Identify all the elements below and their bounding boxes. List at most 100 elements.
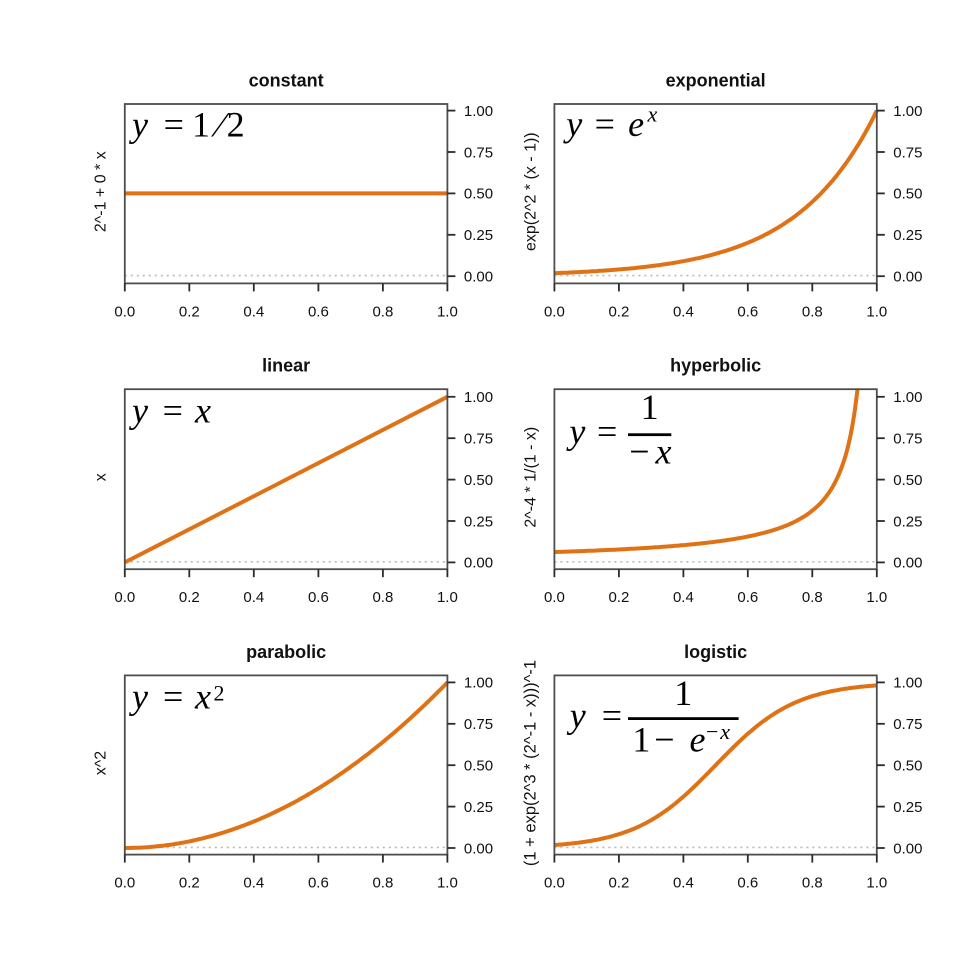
- svg-text:0.8: 0.8: [802, 589, 823, 606]
- svg-text:0.2: 0.2: [608, 875, 629, 892]
- svg-text:0.6: 0.6: [308, 875, 329, 892]
- svg-text:constant: constant: [249, 71, 324, 91]
- svg-text:0.25: 0.25: [893, 799, 922, 816]
- svg-text:1.0: 1.0: [866, 303, 887, 320]
- svg-text:0.4: 0.4: [673, 303, 694, 320]
- svg-text:x^2: x^2: [92, 751, 109, 776]
- svg-text:1.00: 1.00: [464, 389, 493, 406]
- svg-text:=: =: [163, 391, 183, 431]
- svg-text:0.6: 0.6: [308, 303, 329, 320]
- svg-text:hyperbolic: hyperbolic: [670, 356, 761, 376]
- svg-text:0.0: 0.0: [114, 875, 135, 892]
- svg-text:1.0: 1.0: [437, 589, 458, 606]
- svg-text:0.25: 0.25: [464, 513, 493, 530]
- svg-text:0.0: 0.0: [114, 303, 135, 320]
- svg-text:0.0: 0.0: [544, 589, 565, 606]
- svg-text:1.00: 1.00: [464, 675, 493, 692]
- svg-text:y: y: [563, 104, 582, 144]
- svg-text:0.8: 0.8: [372, 303, 393, 320]
- svg-text:1: 1: [632, 720, 650, 760]
- svg-text:0.00: 0.00: [464, 840, 493, 857]
- svg-text:0.50: 0.50: [893, 758, 922, 775]
- svg-text:=: =: [164, 105, 184, 145]
- svg-text:y: y: [567, 696, 586, 736]
- svg-text:x: x: [92, 473, 109, 481]
- svg-text:1.0: 1.0: [437, 875, 458, 892]
- svg-text:0.4: 0.4: [243, 589, 264, 606]
- svg-text:0.00: 0.00: [893, 840, 922, 857]
- svg-text:0.50: 0.50: [464, 472, 493, 489]
- svg-text:0.6: 0.6: [308, 589, 329, 606]
- svg-text:y: y: [129, 391, 148, 431]
- svg-text:0.4: 0.4: [243, 303, 264, 320]
- svg-text:0.6: 0.6: [737, 589, 758, 606]
- svg-text:logistic: logistic: [684, 642, 747, 662]
- svg-text:1: 1: [674, 673, 692, 713]
- svg-text:1.00: 1.00: [893, 675, 922, 692]
- svg-text:0.0: 0.0: [544, 303, 565, 320]
- svg-text:e: e: [628, 104, 644, 144]
- svg-text:=: =: [597, 411, 617, 451]
- svg-text:=: =: [595, 104, 615, 144]
- svg-text:1.00: 1.00: [464, 103, 493, 120]
- svg-text:0.25: 0.25: [893, 513, 922, 530]
- svg-text:1: 1: [192, 105, 210, 145]
- svg-text:0.50: 0.50: [464, 186, 493, 203]
- svg-text:0.00: 0.00: [893, 269, 922, 286]
- svg-text:x: x: [194, 391, 211, 431]
- svg-text:x: x: [719, 719, 730, 744]
- svg-text:0.75: 0.75: [464, 144, 493, 161]
- svg-text:−: −: [629, 432, 649, 472]
- svg-text:(1 + exp(2^3 * (2^-1 - x)))^-1: (1 + exp(2^3 * (2^-1 - x)))^-1: [522, 660, 540, 866]
- svg-text:1.00: 1.00: [893, 103, 922, 120]
- svg-text:0.00: 0.00: [893, 555, 922, 572]
- svg-text:x: x: [647, 102, 658, 127]
- svg-text:0.2: 0.2: [608, 303, 629, 320]
- svg-text:2^-1 + 0 * x: 2^-1 + 0 * x: [92, 151, 109, 232]
- svg-text:0.8: 0.8: [372, 875, 393, 892]
- svg-text:0.2: 0.2: [608, 589, 629, 606]
- svg-text:y: y: [566, 411, 585, 451]
- svg-text:0.2: 0.2: [179, 589, 200, 606]
- svg-text:exponential: exponential: [666, 71, 766, 91]
- svg-text:=: =: [602, 696, 622, 736]
- svg-text:0.0: 0.0: [114, 589, 135, 606]
- svg-text:1.00: 1.00: [893, 389, 922, 406]
- svg-text:0.8: 0.8: [802, 303, 823, 320]
- svg-text:0.75: 0.75: [893, 431, 922, 448]
- svg-text:0.00: 0.00: [464, 555, 493, 572]
- svg-text:0.75: 0.75: [893, 144, 922, 161]
- svg-text:0.75: 0.75: [464, 431, 493, 448]
- svg-text:1.0: 1.0: [866, 875, 887, 892]
- svg-text:0.2: 0.2: [179, 303, 200, 320]
- svg-text:0.50: 0.50: [893, 472, 922, 489]
- svg-text:2: 2: [227, 105, 245, 145]
- svg-text:0.8: 0.8: [372, 589, 393, 606]
- svg-text:x: x: [655, 432, 672, 472]
- svg-text:y: y: [129, 105, 148, 145]
- svg-text:0.50: 0.50: [464, 758, 493, 775]
- svg-text:1.0: 1.0: [437, 303, 458, 320]
- svg-text:0.4: 0.4: [243, 875, 264, 892]
- svg-text:exp(2^2 * (x - 1)): exp(2^2 * (x - 1)): [523, 132, 540, 251]
- svg-text:linear: linear: [262, 356, 310, 376]
- svg-text:−: −: [654, 720, 674, 760]
- svg-text:0.2: 0.2: [179, 875, 200, 892]
- svg-text:0.75: 0.75: [464, 716, 493, 733]
- svg-text:−: −: [706, 719, 718, 744]
- svg-text:0.75: 0.75: [893, 716, 922, 733]
- svg-text:0.50: 0.50: [893, 186, 922, 203]
- svg-text:0.4: 0.4: [673, 875, 694, 892]
- svg-text:2: 2: [214, 681, 225, 706]
- svg-text:=: =: [163, 677, 183, 717]
- svg-text:x: x: [194, 677, 211, 717]
- svg-text:e: e: [690, 720, 706, 760]
- svg-text:y: y: [129, 677, 148, 717]
- svg-text:0.4: 0.4: [673, 589, 694, 606]
- svg-text:0.00: 0.00: [464, 269, 493, 286]
- svg-text:0.6: 0.6: [737, 303, 758, 320]
- svg-text:0.25: 0.25: [464, 799, 493, 816]
- svg-text:1: 1: [641, 387, 659, 427]
- svg-text:0.25: 0.25: [893, 227, 922, 244]
- svg-text:0.0: 0.0: [544, 875, 565, 892]
